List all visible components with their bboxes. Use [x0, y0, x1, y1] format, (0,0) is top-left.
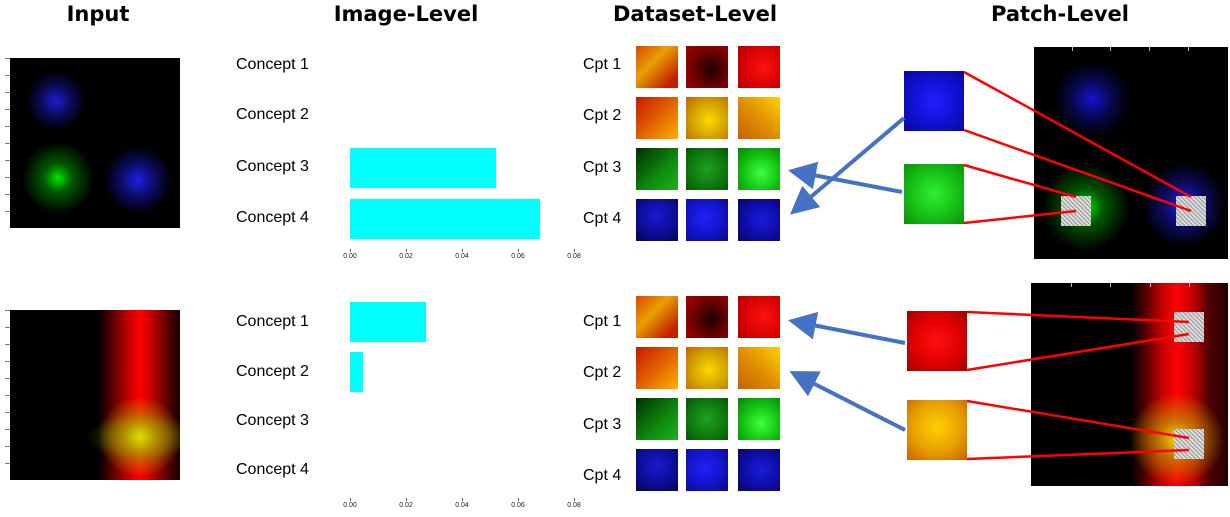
- red-patch: [907, 311, 967, 371]
- concept-4-example-swatch: [686, 199, 728, 241]
- concept-3-example-swatch: [686, 398, 728, 440]
- input-image-1: [10, 58, 180, 228]
- header-patch-level: Patch-Level: [991, 2, 1129, 26]
- cpt-label: Cpt 3: [583, 159, 622, 176]
- header-input: Input: [66, 2, 130, 26]
- cpt-label: Cpt 1: [583, 56, 622, 73]
- x-tick-label: 0.02: [399, 253, 413, 260]
- concept-label: Concept 4: [236, 461, 309, 478]
- x-tick-label: 0.00: [343, 502, 357, 509]
- concept-3-example-swatch: [738, 398, 780, 440]
- red-connector-line: [966, 399, 1190, 440]
- concept-3-example-swatch: [636, 148, 678, 190]
- cpt-label: Cpt 3: [583, 416, 622, 433]
- red-connector-line: [966, 310, 1190, 324]
- blue-arrow: [789, 116, 906, 215]
- x-tick-label: 0.02: [399, 502, 413, 509]
- concept-2-example-swatch: [636, 347, 678, 389]
- concept-1-example-swatch: [686, 46, 728, 88]
- concept-4-example-swatch: [636, 199, 678, 241]
- x-tick-label: 0.08: [567, 253, 581, 260]
- concept-1-example-swatch: [686, 296, 728, 338]
- concept-2-example-swatch: [738, 97, 780, 139]
- importance-bar: [350, 302, 426, 342]
- x-tick-label: 0.08: [567, 502, 581, 509]
- blue-patch: [904, 71, 964, 131]
- red-connector-line: [963, 163, 1077, 199]
- red-connector-line: [963, 209, 1077, 225]
- red-connector-line: [963, 70, 1192, 199]
- concept-label: Concept 2: [236, 363, 309, 380]
- concept-4-example-swatch: [686, 449, 728, 491]
- cpt-label: Cpt 4: [583, 467, 622, 484]
- concept-label: Concept 2: [236, 106, 309, 123]
- red-connector-line: [963, 128, 1192, 213]
- highlighted-patch: [1174, 429, 1204, 459]
- x-tick-label: 0.06: [511, 253, 525, 260]
- blue-arrow: [789, 371, 906, 432]
- concept-label: Concept 4: [236, 209, 309, 226]
- concept-3-example-swatch: [686, 148, 728, 190]
- concept-2-example-swatch: [636, 97, 678, 139]
- red-connector-line: [966, 448, 1190, 461]
- input-image-2: [10, 310, 180, 480]
- concept-label: Concept 1: [236, 313, 309, 330]
- highlighted-patch: [1174, 312, 1204, 342]
- yellow-patch: [907, 400, 967, 460]
- concept-1-example-swatch: [636, 296, 678, 338]
- concept-3-example-swatch: [636, 398, 678, 440]
- blue-arrow: [788, 311, 906, 345]
- cpt-label: Cpt 4: [583, 210, 622, 227]
- green-patch: [904, 164, 964, 224]
- concept-1-example-swatch: [738, 46, 780, 88]
- concept-2-example-swatch: [686, 97, 728, 139]
- header-dataset-level: Dataset-Level: [612, 2, 778, 26]
- red-connector-line: [966, 332, 1190, 372]
- importance-bar: [350, 199, 541, 239]
- concept-label: Concept 3: [236, 412, 309, 429]
- concept-4-example-swatch: [636, 449, 678, 491]
- blue-arrow: [788, 161, 903, 194]
- concept-3-example-swatch: [738, 148, 780, 190]
- x-tick-label: 0.04: [455, 253, 469, 260]
- concept-label: Concept 1: [236, 56, 309, 73]
- importance-bar: [350, 148, 496, 188]
- importance-bar: [350, 352, 363, 392]
- header-image-level: Image-Level: [333, 2, 479, 26]
- x-tick-label: 0.06: [511, 502, 525, 509]
- x-tick-label: 0.00: [343, 253, 357, 260]
- concept-2-example-swatch: [686, 347, 728, 389]
- concept-1-example-swatch: [636, 46, 678, 88]
- x-tick-label: 0.04: [455, 502, 469, 509]
- concept-4-example-swatch: [738, 449, 780, 491]
- concept-1-example-swatch: [738, 296, 780, 338]
- cpt-label: Cpt 2: [583, 107, 622, 124]
- cpt-label: Cpt 2: [583, 364, 622, 381]
- concept-2-example-swatch: [738, 347, 780, 389]
- concept-4-example-swatch: [738, 199, 780, 241]
- highlighted-patch: [1176, 196, 1206, 226]
- cpt-label: Cpt 1: [583, 313, 622, 330]
- concept-label: Concept 3: [236, 158, 309, 175]
